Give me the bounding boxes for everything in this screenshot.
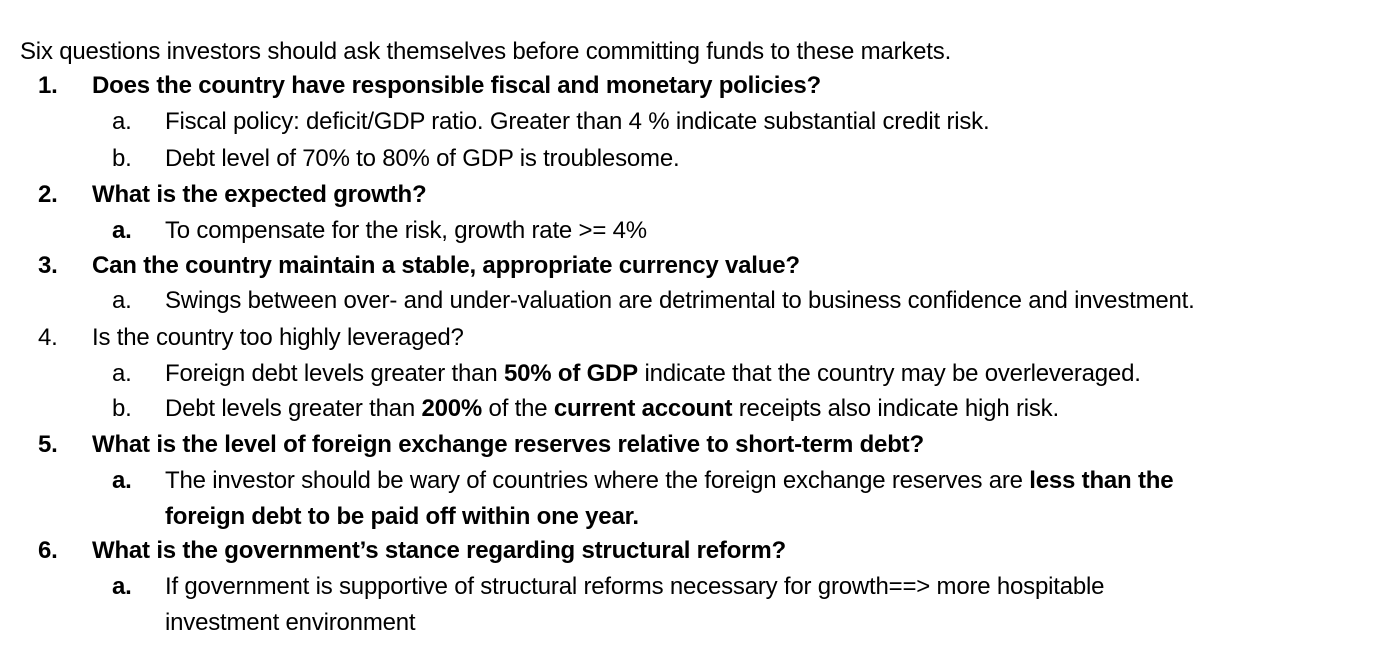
sub-item-3a: a. Swings between over- and under-valuat… (0, 287, 1378, 319)
sub-text: Debt levels greater than 200% of the cur… (165, 395, 1059, 423)
question-number: 5. (38, 431, 58, 458)
text-run-bold: less than the (1029, 467, 1174, 494)
sub-letter: a. (112, 360, 132, 387)
sub-letter: b. (112, 395, 132, 422)
text-run-bold: current account (553, 395, 733, 422)
sub-text: Swings between over- and under-valuation… (165, 287, 1195, 314)
question-number: 6. (38, 537, 58, 564)
sub-item-5a: a. The investor should be wary of countr… (0, 467, 1378, 499)
sub-letter: a. (112, 217, 132, 244)
sub-text: To compensate for the risk, growth rate … (165, 217, 647, 244)
sub-letter: b. (112, 145, 132, 172)
question-text: Does the country have responsible fiscal… (92, 72, 821, 99)
question-1: 1. Does the country have responsible fis… (0, 72, 1378, 104)
sub-letter: a. (112, 108, 132, 135)
question-text: What is the expected growth? (92, 181, 427, 208)
question-3: 3. Can the country maintain a stable, ap… (0, 252, 1378, 284)
sub-item-1a: a. Fiscal policy: deficit/GDP ratio. Gre… (0, 108, 1378, 140)
question-number: 4. (38, 324, 58, 351)
sub-text: Foreign debt levels greater than 50% of … (165, 360, 1141, 388)
sub-text: If government is supportive of structura… (165, 573, 1105, 600)
sub-text-continued: foreign debt to be paid off within one y… (165, 503, 639, 530)
sub-item-5a-continued: foreign debt to be paid off within one y… (0, 503, 1378, 535)
question-6: 6. What is the government’s stance regar… (0, 537, 1378, 569)
sub-text-continued: investment environment (165, 609, 416, 636)
text-run: Foreign debt levels greater than (165, 360, 504, 387)
sub-item-4a: a. Foreign debt levels greater than 50% … (0, 360, 1378, 392)
text-run-bold: 200% (421, 395, 483, 422)
sub-text: Debt level of 70% to 80% of GDP is troub… (165, 145, 680, 172)
sub-text: The investor should be wary of countries… (165, 467, 1174, 495)
text-run: indicate that the country may be overlev… (638, 360, 1141, 387)
sub-letter: a. (112, 287, 132, 314)
question-number: 2. (38, 181, 58, 208)
sub-item-4b: b. Debt levels greater than 200% of the … (0, 395, 1378, 427)
sub-text: Fiscal policy: deficit/GDP ratio. Greate… (165, 108, 990, 135)
sub-letter: a. (112, 467, 132, 494)
text-run: The investor should be wary of countries… (165, 467, 1030, 494)
sub-item-2a: a. To compensate for the risk, growth ra… (0, 217, 1378, 249)
intro-text: Six questions investors should ask thems… (20, 38, 952, 65)
sub-item-6a-continued: investment environment (0, 609, 1378, 641)
sub-letter: a. (112, 573, 132, 600)
question-text: Is the country too highly leveraged? (92, 324, 464, 351)
question-text: Can the country maintain a stable, appro… (92, 252, 800, 279)
question-number: 3. (38, 252, 58, 279)
text-run-bold: 50% of GDP (503, 360, 638, 387)
sub-item-1b: b. Debt level of 70% to 80% of GDP is tr… (0, 145, 1378, 177)
question-5: 5. What is the level of foreign exchange… (0, 431, 1378, 463)
text-run: receipts also indicate high risk. (732, 395, 1059, 422)
text-run: of the (482, 395, 554, 422)
question-2: 2. What is the expected growth? (0, 181, 1378, 213)
question-4: 4. Is the country too highly leveraged? (0, 324, 1378, 356)
question-number: 1. (38, 72, 58, 99)
sub-item-6a: a. If government is supportive of struct… (0, 573, 1378, 605)
text-run: Debt levels greater than (165, 395, 422, 422)
question-text: What is the government’s stance regardin… (92, 537, 786, 564)
question-text: What is the level of foreign exchange re… (92, 431, 924, 458)
